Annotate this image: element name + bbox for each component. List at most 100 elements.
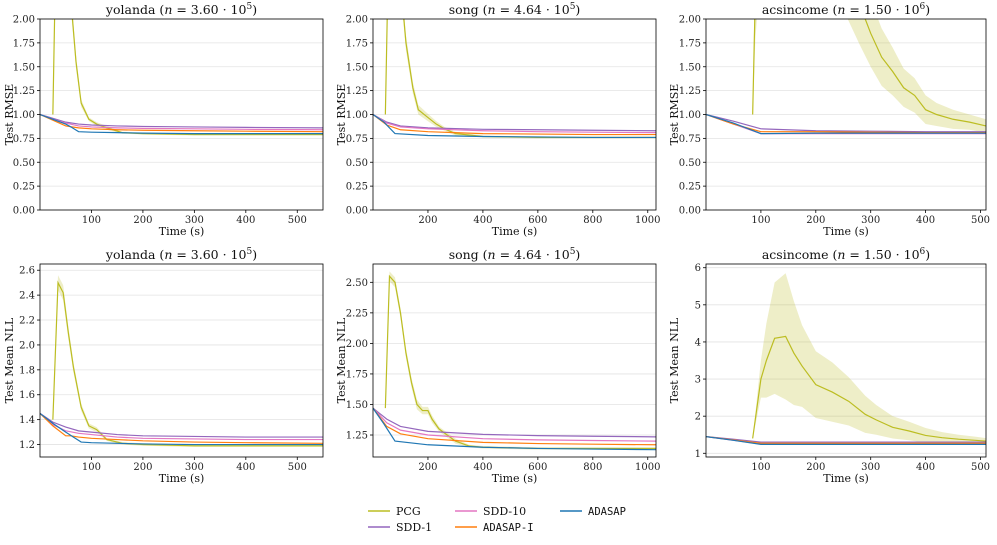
ytick-label: 0.50 — [346, 158, 368, 169]
ytick-label: 2.4 — [19, 291, 35, 302]
series-adasap — [373, 407, 656, 451]
xtick-label: 500 — [971, 462, 990, 473]
xtick-label: 400 — [473, 215, 492, 226]
ytick-label: 1.75 — [346, 369, 368, 380]
legend-label: SDD-1 — [396, 521, 432, 534]
xtick-label: 100 — [82, 462, 101, 473]
legend-label: PCG — [396, 505, 421, 518]
xtick-label: 1000 — [635, 462, 660, 473]
plot-area — [706, 19, 986, 135]
axes-frame — [705, 263, 987, 458]
series-sdd-1 — [40, 412, 323, 438]
title-part: 5 — [570, 2, 576, 12]
plot-area — [40, 275, 323, 448]
ytick-label: 4 — [695, 337, 701, 348]
title-part: ) — [575, 247, 580, 262]
ytick-label: 1.25 — [679, 86, 701, 97]
ytick-label: 0.50 — [13, 158, 35, 169]
title-part: ) — [252, 2, 257, 17]
xtick-label: 200 — [806, 462, 825, 473]
title-part: acsincome ( — [762, 2, 838, 17]
ytick-label: 2.00 — [679, 15, 701, 26]
legend-item-sdd-10: SDD-10 — [455, 505, 526, 518]
ytick-label: 1.8 — [19, 365, 35, 376]
title-part: n — [837, 2, 845, 17]
ytick-label: 1.4 — [19, 415, 35, 426]
x-axis-label: Time (s) — [823, 472, 869, 485]
x-axis-label: Time (s) — [823, 225, 869, 238]
title-part: yolanda ( — [105, 247, 164, 262]
xtick-label: 300 — [861, 462, 880, 473]
series-sdd-1 — [706, 113, 986, 133]
chart-title: song (n = 4.64 · 105) — [449, 2, 581, 17]
title-part: song ( — [449, 2, 488, 17]
ytick-label: 1.25 — [13, 86, 35, 97]
series-adasap — [373, 114, 656, 139]
band-pcg — [752, 273, 986, 445]
ytick-label: 0.25 — [13, 182, 35, 193]
ytick-label: 1.50 — [346, 62, 368, 73]
xtick-label: 500 — [288, 215, 307, 226]
series-sdd-10 — [373, 113, 656, 134]
legend-label: ADASAP — [588, 506, 626, 518]
ytick-label: 0.00 — [13, 206, 35, 217]
title-part: 6 — [920, 2, 926, 12]
title-part: ) — [925, 247, 930, 262]
title-part: 5 — [570, 247, 576, 257]
xtick-label: 200 — [806, 215, 825, 226]
ytick-label: 2.2 — [19, 316, 35, 327]
y-axis-label: Test Mean NLL — [668, 317, 681, 403]
panel-0: 0.00 0.25 0.50 0.75 1.00 1.25 1.50 1.75 2.00 100 2… — [3, 2, 324, 238]
title-part: 6 — [920, 247, 926, 257]
x-axis-label: Time (s) — [159, 472, 205, 485]
xtick-label: 400 — [916, 462, 935, 473]
series-adasap-i — [373, 407, 656, 446]
xtick-label: 300 — [185, 462, 204, 473]
series-pcg — [752, 335, 986, 442]
ytick-label: 0.75 — [13, 134, 35, 145]
series-pcg — [752, 19, 986, 127]
chart-title: acsincome (n = 1.50 · 106) — [762, 247, 930, 262]
series-sdd-1 — [373, 113, 656, 132]
y-axis-label: Test Mean NLL — [335, 317, 348, 403]
legend-label: SDD-10 — [483, 505, 526, 518]
xtick-label: 300 — [185, 215, 204, 226]
ytick-label: 5 — [695, 300, 701, 311]
series-adasap-i — [40, 113, 323, 133]
ytick-label: 1.50 — [13, 62, 35, 73]
xtick-label: 400 — [236, 215, 255, 226]
band-pcg — [385, 271, 656, 450]
ytick-label: 1.00 — [346, 110, 368, 121]
series-adasap — [706, 113, 986, 135]
xtick-label: 400 — [916, 215, 935, 226]
title-part: n — [837, 247, 845, 262]
title-part: n — [164, 2, 172, 17]
series-sdd-1 — [373, 407, 656, 438]
series-sdd-10 — [373, 407, 656, 442]
panel-1: 0.00 0.25 0.50 0.75 1.00 1.25 1.50 1.75 2.00 200 4… — [335, 2, 660, 238]
plot-area — [373, 271, 656, 451]
ytick-label: 2.00 — [346, 15, 368, 26]
title-part: n — [164, 247, 172, 262]
ytick-label: 1 — [695, 449, 701, 460]
xtick-label: 100 — [751, 462, 770, 473]
title-part: = 4.64 · 10 — [496, 247, 570, 262]
xtick-label: 100 — [751, 215, 770, 226]
ytick-label: 6 — [695, 263, 701, 274]
ytick-label: 2.00 — [346, 339, 368, 350]
ytick-label: 1.2 — [19, 440, 35, 451]
xtick-label: 800 — [583, 215, 602, 226]
ytick-label: 0.00 — [679, 206, 701, 217]
series-sdd-1 — [706, 435, 986, 443]
panel-2: 0.00 0.25 0.50 0.75 1.00 1.25 1.50 1.75 2.00 100 2… — [668, 2, 990, 238]
xtick-label: 200 — [418, 215, 437, 226]
title-part: = 3.60 · 10 — [172, 2, 246, 17]
chart-title: yolanda (n = 3.60 · 105) — [105, 2, 257, 17]
title-part: song ( — [449, 247, 488, 262]
band-pcg — [52, 19, 323, 136]
ytick-label: 1.00 — [13, 110, 35, 121]
xtick-label: 500 — [288, 462, 307, 473]
ytick-label: 0.75 — [679, 134, 701, 145]
title-part: = 3.60 · 10 — [172, 247, 246, 262]
